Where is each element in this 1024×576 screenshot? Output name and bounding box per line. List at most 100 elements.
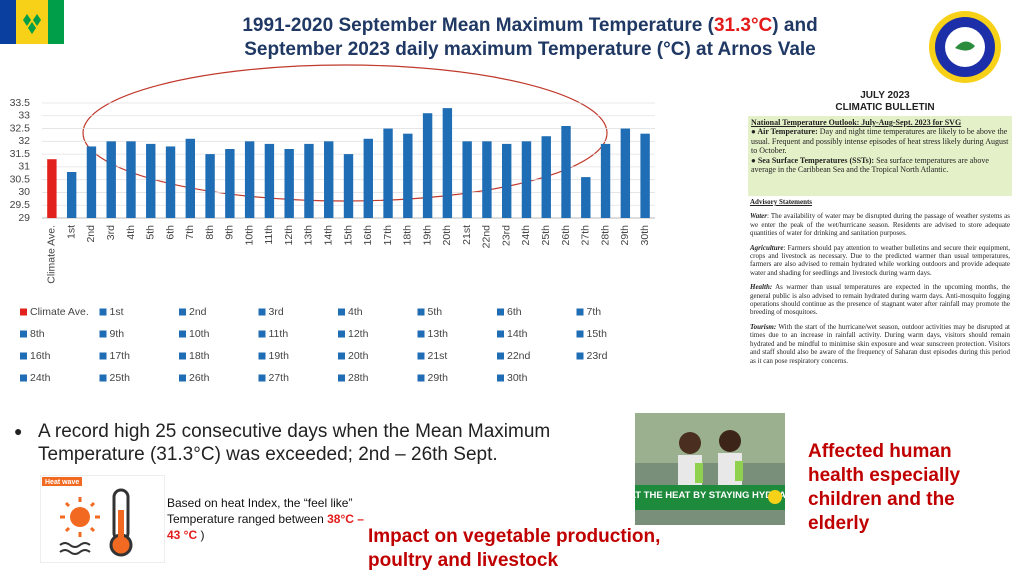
x-tick-label: 12th	[283, 225, 295, 246]
feel-like-text: Based on heat Index, the “feel like” Tem…	[167, 496, 353, 526]
bar	[284, 149, 294, 218]
legend-label: 29th	[428, 372, 449, 384]
bar	[86, 146, 97, 218]
met-logo	[929, 11, 1001, 83]
legend-swatch	[417, 308, 425, 316]
legend-label: 21st	[428, 350, 448, 362]
legend-swatch	[99, 374, 107, 382]
x-tick-label: 20th	[441, 225, 453, 246]
legend-label: 13th	[428, 328, 449, 340]
x-tick-label: 16th	[362, 225, 374, 246]
legend-swatch	[576, 352, 584, 360]
bar	[225, 149, 235, 218]
legend-swatch	[179, 352, 186, 360]
x-tick-label: 26th	[560, 225, 572, 246]
y-tick-label: 30	[18, 186, 30, 198]
legend-label: 3rd	[269, 306, 284, 318]
x-tick-label: 27th	[580, 225, 592, 246]
legend-swatch	[99, 308, 107, 316]
advisory-label: Health:	[750, 283, 773, 292]
legend-label: 24th	[30, 372, 51, 384]
legend-swatch	[417, 352, 425, 360]
legend-label: 30th	[507, 372, 528, 384]
legend-swatch	[258, 352, 266, 360]
bar	[442, 108, 453, 218]
legend-swatch	[20, 374, 27, 382]
legend-label: 4th	[348, 306, 363, 318]
advisory-label: Tourism:	[750, 322, 777, 331]
legend-swatch	[497, 352, 504, 360]
heat-wave-icon: Heat wave	[40, 475, 165, 563]
bar	[324, 141, 334, 218]
legend-label: 10th	[189, 328, 210, 340]
y-tick-label: 29	[18, 212, 30, 224]
legend-label: 19th	[269, 350, 290, 362]
legend-swatch	[179, 374, 186, 382]
x-tick-label: 13th	[303, 225, 315, 246]
bar	[620, 128, 631, 218]
legend-label: 5th	[428, 306, 443, 318]
x-tick-label: 19th	[421, 225, 433, 246]
x-tick-label: Climate Ave.	[46, 225, 58, 284]
x-tick-label: 22nd	[481, 225, 493, 249]
outlook-text: Day and night time temperatures are like…	[751, 127, 1009, 156]
bar	[165, 146, 176, 218]
bar	[264, 143, 275, 218]
x-tick-label: 11th	[263, 225, 275, 245]
outlook-text: Sea surface temperatures are above avera…	[751, 155, 989, 175]
x-tick-label: 25th	[540, 225, 552, 246]
y-tick-label: 32	[18, 135, 30, 147]
x-tick-label: 10th	[243, 225, 255, 246]
legend-label: 14th	[507, 328, 528, 340]
legend-label: 15th	[587, 328, 608, 340]
legend-label: 26th	[189, 372, 210, 384]
x-tick-label: 1st	[65, 225, 77, 239]
y-tick-label: 33	[18, 110, 30, 122]
bar	[521, 141, 532, 218]
bar	[244, 141, 255, 218]
legend-swatch	[338, 330, 345, 338]
x-tick-label: 28th	[599, 225, 611, 246]
bar	[501, 143, 512, 218]
legend-label: 23rd	[587, 350, 608, 362]
bar	[600, 143, 611, 218]
y-tick-label: 32.5	[10, 122, 31, 134]
bulletin-heading-line: JULY 2023	[860, 90, 910, 101]
legend-swatch	[20, 330, 27, 338]
legend-label: 12th	[348, 328, 369, 340]
feel-like-range: 38°C – 43 °C	[167, 512, 364, 542]
bullet-text: A record high 25 consecutive days when t…	[38, 421, 551, 465]
advisory-label: Agriculture	[750, 243, 784, 252]
legend-label: 11th	[269, 328, 289, 340]
x-tick-label: 29th	[619, 225, 631, 246]
impact-health: Affected human health especially childre…	[808, 441, 961, 534]
bar	[422, 113, 433, 218]
legend-swatch	[179, 330, 186, 338]
legend-swatch	[179, 308, 186, 316]
legend-swatch	[99, 352, 107, 360]
legend-swatch	[338, 352, 345, 360]
legend-swatch	[497, 308, 504, 316]
legend-swatch	[258, 308, 266, 316]
bar	[205, 154, 215, 218]
advisory-title: Advisory Statements	[750, 198, 813, 206]
legend-label: 2nd	[189, 306, 207, 318]
x-tick-label: 9th	[224, 225, 236, 240]
photo: BEAT THE HEAT BY STAYING HYDRATED	[635, 413, 785, 525]
legend-swatch	[576, 308, 584, 316]
outlook-label: ● Sea Surface Temperatures (SSTs):	[751, 155, 875, 165]
bar	[66, 172, 77, 218]
legend-label: 7th	[587, 306, 602, 318]
x-tick-label: 18th	[402, 225, 414, 246]
bar	[462, 141, 472, 218]
legend-label: 1st	[110, 306, 124, 318]
advisory-text: With the start of the hurricane/wet seas…	[750, 322, 1010, 365]
x-tick-label: 14th	[323, 225, 335, 246]
bar	[581, 177, 591, 218]
outlook-title: National Temperature Outlook: July-Aug-S…	[751, 118, 962, 127]
y-tick-label: 33.5	[10, 97, 31, 109]
bar	[383, 128, 393, 218]
impact-agriculture: Impact on vegetable production, poultry …	[368, 526, 661, 571]
legend-swatch	[99, 330, 107, 338]
